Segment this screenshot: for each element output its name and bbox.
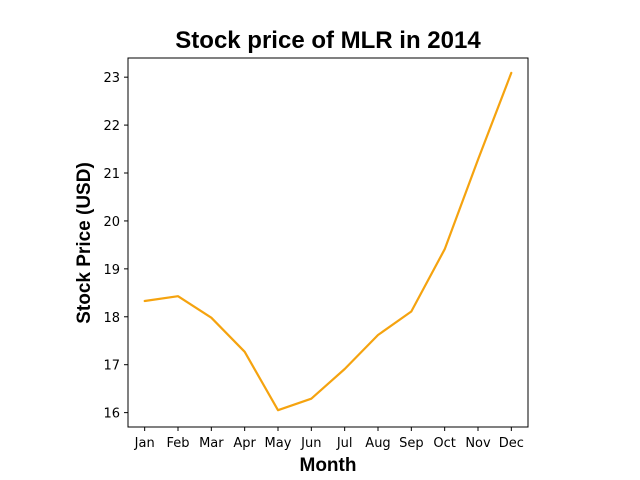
y-tick-label: 18 xyxy=(103,311,120,326)
x-tick-label: Jun xyxy=(300,436,321,451)
x-tick-label: Apr xyxy=(233,436,256,451)
x-tick-label: Aug xyxy=(365,436,390,451)
y-axis-label: Stock Price (USD) xyxy=(74,162,95,324)
x-tick-label: Oct xyxy=(433,436,455,451)
y-tick-label: 21 xyxy=(103,167,120,182)
x-axis-label: Month xyxy=(300,455,357,476)
y-tick-label: 16 xyxy=(103,407,120,422)
x-tick-label: Feb xyxy=(166,436,189,451)
y-tick-label: 23 xyxy=(103,71,120,86)
y-tick-label: 17 xyxy=(103,359,120,374)
y-tick-label: 19 xyxy=(103,263,120,278)
x-tick-label: Nov xyxy=(465,436,491,451)
series-line xyxy=(143,71,513,412)
plot-frame xyxy=(127,57,529,428)
chart-title: Stock price of MLR in 2014 xyxy=(175,27,481,54)
x-tick-label: May xyxy=(265,436,292,451)
x-tick-label: Jul xyxy=(336,436,353,451)
x-tick-label: Dec xyxy=(499,436,524,451)
x-tick-label: Mar xyxy=(199,436,224,451)
y-tick-label: 20 xyxy=(103,215,120,230)
x-tick-label: Sep xyxy=(399,436,424,451)
x-tick-label: Jan xyxy=(134,436,155,451)
plot-area: Jan Feb Mar Apr May Jun Jul Aug Sep Oct Nov Dec 16 17… xyxy=(103,57,529,451)
y-tick-label: 22 xyxy=(103,119,120,134)
